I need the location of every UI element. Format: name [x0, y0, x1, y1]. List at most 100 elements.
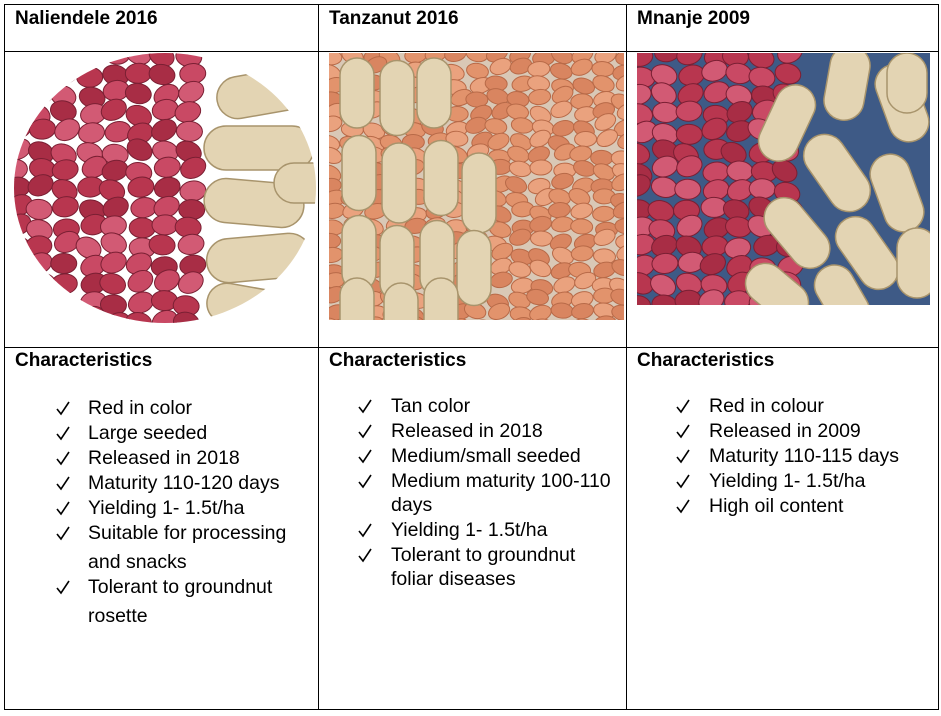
- pod: [205, 232, 313, 284]
- kernel: [675, 123, 703, 145]
- check-icon: [56, 501, 70, 516]
- kernel: [29, 53, 56, 66]
- kernel: [28, 311, 55, 323]
- column-title: Tanzanut 2016: [329, 8, 459, 29]
- feature-text: Yielding 1- 1.5t/ha: [88, 497, 245, 519]
- feature-text: Medium/small seeded: [391, 445, 581, 467]
- feature-item: Suitable for processing and snacks: [56, 519, 307, 577]
- kernel: [127, 176, 155, 198]
- photo-content: [637, 53, 930, 305]
- kernel: [777, 53, 803, 64]
- kernel: [14, 252, 31, 275]
- check-stroke: [56, 526, 70, 541]
- feature-item: Tolerant to groundnut foliar diseases: [358, 543, 620, 591]
- check-stroke: [358, 548, 372, 563]
- kernel: [505, 176, 528, 194]
- kernel: [637, 53, 654, 67]
- kernel: [151, 118, 177, 142]
- feature-text: Yielding 1- 1.5t/ha: [391, 519, 548, 541]
- kernel: [178, 199, 206, 221]
- feature-list: Red in colour Released in 2009 Maturity 11…: [627, 394, 938, 518]
- kernel: [617, 132, 624, 150]
- kernel: [81, 155, 108, 179]
- kernel: [100, 98, 127, 121]
- kernel: [488, 302, 511, 320]
- kernel: [444, 53, 467, 62]
- check-icon: [56, 426, 70, 441]
- kernel: [529, 159, 553, 176]
- pod: [416, 57, 452, 129]
- pod: [744, 262, 810, 305]
- kernel: [127, 269, 154, 293]
- kernel: [748, 178, 776, 200]
- kernel: [466, 62, 489, 80]
- pod: [381, 142, 417, 224]
- kernel: [611, 304, 624, 320]
- kernel: [637, 272, 654, 295]
- kernel: [614, 218, 624, 235]
- kernel: [14, 272, 30, 295]
- check-stroke: [676, 449, 690, 464]
- kernel: [651, 294, 679, 305]
- kernel: [154, 269, 180, 292]
- check-icon: [56, 451, 70, 466]
- feature-text: Red in color: [88, 397, 193, 419]
- kernel: [329, 164, 342, 183]
- check-icon: [358, 548, 372, 563]
- kernel: [54, 118, 80, 142]
- feature-text: Tolerant to groundnut rosette: [88, 576, 273, 627]
- column-title: Mnanje 2009: [637, 8, 750, 29]
- kernel: [484, 118, 508, 135]
- kernel: [570, 58, 593, 76]
- feature-text: High oil content: [709, 495, 844, 517]
- column-title: Naliendele 2016: [15, 8, 158, 29]
- kernel: [14, 85, 31, 107]
- kernel: [509, 317, 533, 320]
- kernel: [526, 288, 549, 306]
- kernel: [531, 318, 555, 320]
- kernel: [551, 172, 574, 190]
- kernel: [720, 141, 747, 165]
- check-icon: [676, 474, 690, 489]
- check-stroke: [358, 424, 372, 439]
- check-icon: [56, 476, 70, 491]
- check-icon: [676, 424, 690, 439]
- feature-text: Large seeded: [88, 422, 208, 444]
- kernel: [53, 230, 81, 254]
- feature-item: Released in 2018: [56, 444, 307, 473]
- feature-item: Tan color: [358, 394, 620, 418]
- kernel: [674, 178, 702, 200]
- kernel: [593, 228, 616, 246]
- kernel: [596, 129, 618, 148]
- kernel: [99, 273, 126, 295]
- column-rule: [626, 5, 627, 709]
- kernel: [592, 75, 615, 93]
- feature-item: Yielding 1- 1.5t/ha: [676, 469, 928, 493]
- kernel: [594, 113, 617, 131]
- kernel: [54, 53, 81, 66]
- feature-list: Tan color Released in 2018 Medium/small se…: [319, 394, 626, 591]
- pod: [834, 215, 900, 291]
- pod: [423, 139, 459, 217]
- pod: [339, 277, 375, 320]
- check-icon: [358, 399, 372, 414]
- pod: [341, 134, 377, 212]
- check-stroke: [56, 501, 70, 516]
- kernel: [78, 122, 105, 144]
- kernel: [76, 66, 104, 88]
- kernel: [175, 120, 203, 142]
- feature-text: Suitable for processing and snacks: [88, 522, 287, 573]
- kernel: [329, 115, 343, 133]
- kernel: [180, 156, 207, 179]
- kernel: [529, 129, 551, 148]
- kernel: [52, 196, 79, 218]
- pod: [802, 133, 872, 213]
- check-stroke: [358, 474, 372, 489]
- check-icon: [56, 401, 70, 416]
- pod: [763, 196, 831, 270]
- kernel: [551, 53, 573, 65]
- feature-text: Tolerant to groundnut foliar diseases: [391, 544, 576, 590]
- kernel: [637, 142, 651, 165]
- check-icon: [676, 449, 690, 464]
